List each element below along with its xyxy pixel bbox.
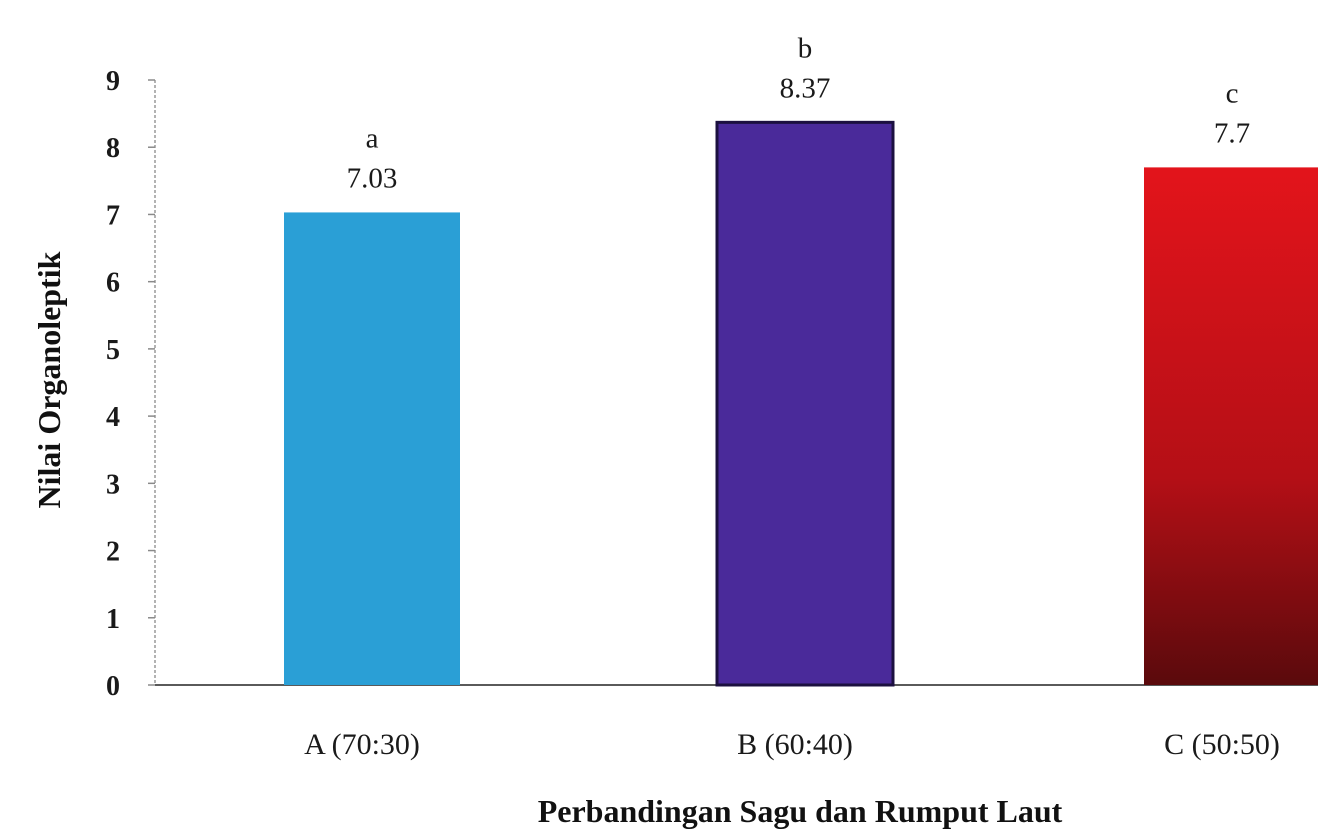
bar-value-label: 8.37 xyxy=(780,72,831,104)
bar-c xyxy=(1144,167,1318,685)
y-axis-title: Nilai Organoleptik xyxy=(31,251,67,508)
category-label: C (50:50) xyxy=(1164,728,1280,761)
category-label: A (70:30) xyxy=(304,728,420,761)
y-tick-label: 4 xyxy=(106,402,120,433)
y-tick-label: 0 xyxy=(106,671,120,702)
y-axis-ticks: 0 1 2 3 4 5 6 7 8 9 xyxy=(106,66,155,702)
y-tick-label: 5 xyxy=(106,335,120,366)
bar-value-label: 7.7 xyxy=(1214,117,1250,149)
y-tick-label: 7 xyxy=(106,200,120,231)
bar-b xyxy=(715,120,895,687)
significance-letter: b xyxy=(798,32,813,64)
y-tick-label: 1 xyxy=(106,604,120,635)
y-tick-label: 3 xyxy=(106,469,120,500)
y-tick-label: 6 xyxy=(106,268,120,299)
y-tick-label: 9 xyxy=(106,66,120,97)
significance-letter: a xyxy=(366,122,379,154)
bar-value-label: 7.03 xyxy=(347,162,398,194)
category-label: B (60:40) xyxy=(737,728,853,761)
x-axis-title: Perbandingan Sagu dan Rumput Laut xyxy=(538,793,1063,829)
significance-letter: c xyxy=(1226,77,1239,109)
y-tick-label: 2 xyxy=(106,537,120,568)
bars: 7.03 a 8.37 b 7.7 c xyxy=(284,32,1318,687)
x-axis-labels: A (70:30) B (60:40) C (50:50) xyxy=(304,728,1280,761)
bar-a xyxy=(284,212,460,685)
y-tick-label: 8 xyxy=(106,133,120,164)
